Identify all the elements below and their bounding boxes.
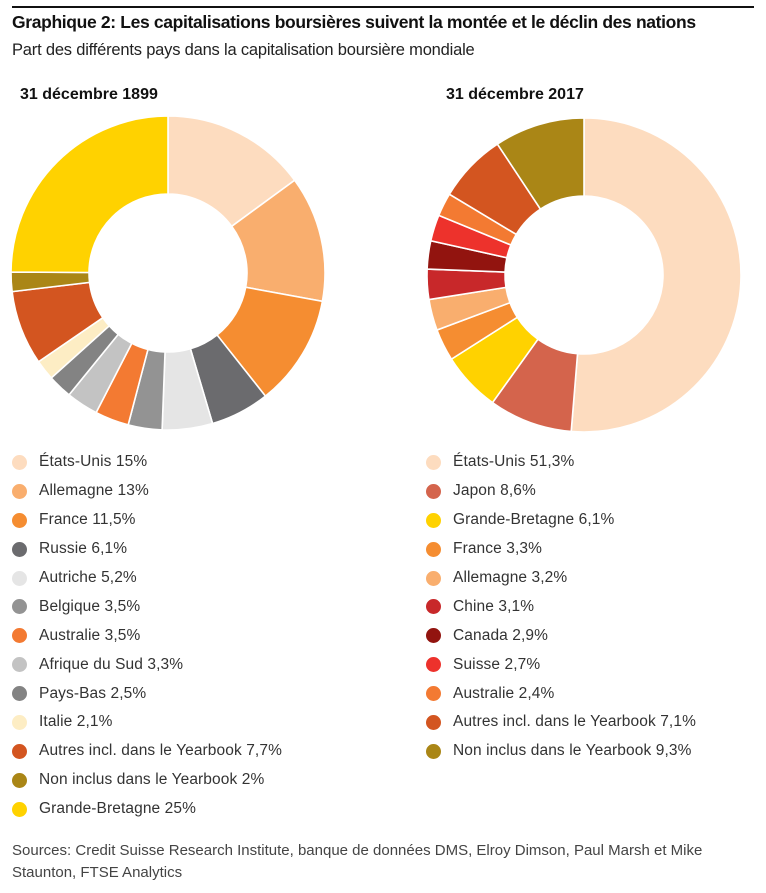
y1899-legend-item: Afrique du Sud 3,3% — [12, 650, 282, 679]
y1899-legend-label: Italie 2,1% — [39, 713, 113, 731]
panel-title-2017: 31 décembre 2017 — [446, 86, 584, 103]
y1899-legend-item: Russie 6,1% — [12, 535, 282, 564]
y2017-legend-label: Suisse 2,7% — [453, 655, 541, 673]
y2017-legend-swatch — [426, 686, 441, 702]
y1899-legend-item: France 11,5% — [12, 506, 282, 535]
y2017-legend-item: Allemagne 3,2% — [426, 564, 696, 593]
y2017-legend-label: Japon 8,6% — [453, 482, 536, 500]
y1899-legend-swatch — [12, 743, 27, 759]
y1899-slice-12 — [10, 115, 169, 274]
y2017-legend-label: États-Unis 51,3% — [453, 453, 575, 471]
y2017-legend-swatch — [426, 743, 441, 759]
y2017-legend-item: Australie 2,4% — [426, 679, 696, 708]
y2017-legend-item: Suisse 2,7% — [426, 650, 696, 679]
y1899-legend-item: Pays-Bas 2,5% — [12, 679, 282, 708]
chart-subtitle: Part des différents pays dans la capital… — [12, 41, 475, 59]
y2017-legend-item: Non inclus dans le Yearbook 9,3% — [426, 737, 696, 766]
chart-title: Graphique 2: Les capitalisations boursiè… — [12, 12, 696, 32]
y2017-legend-swatch — [426, 570, 441, 586]
y2017-legend-label: France 3,3% — [453, 540, 542, 558]
y2017-legend-item: Chine 3,1% — [426, 592, 696, 621]
y2017-slice-0 — [570, 117, 742, 433]
panel-title-1899: 31 décembre 1899 — [20, 86, 158, 103]
y1899-legend-swatch — [12, 686, 27, 702]
y1899-legend-item: Grande-Bretagne 25% — [12, 795, 282, 824]
legend-2017: États-Unis 51,3% Japon 8,6% Grande-Bretagn… — [426, 448, 696, 766]
y2017-legend-label: Non inclus dans le Yearbook 9,3% — [453, 742, 692, 760]
y2017-legend-item: France 3,3% — [426, 535, 696, 564]
y2017-legend-swatch — [426, 628, 441, 644]
legend-1899: États-Unis 15% Allemagne 13% France 11,5% R… — [12, 448, 282, 824]
y1899-legend-swatch — [12, 714, 27, 730]
y1899-legend-item: Autriche 5,2% — [12, 564, 282, 593]
y2017-slice-10 — [496, 117, 585, 211]
y1899-legend-label: Non inclus dans le Yearbook 2% — [39, 771, 265, 789]
y1899-legend-label: Autres incl. dans le Yearbook 7,7% — [39, 742, 282, 760]
y1899-legend-swatch — [12, 657, 27, 673]
y2017-legend-swatch — [426, 483, 441, 499]
y2017-legend-label: Allemagne 3,2% — [453, 569, 568, 586]
y1899-legend-item: Autres incl. dans le Yearbook 7,7% — [12, 737, 282, 766]
y2017-legend-swatch — [426, 714, 441, 730]
y1899-legend-label: Pays-Bas 2,5% — [39, 684, 147, 702]
y1899-legend-swatch — [12, 772, 27, 788]
y2017-legend-swatch — [426, 512, 441, 528]
y2017-legend-label: Canada 2,9% — [453, 626, 549, 644]
donut-chart-1899 — [10, 115, 326, 431]
y1899-legend-swatch — [12, 512, 27, 528]
y1899-legend-item: États-Unis 15% — [12, 448, 282, 477]
y2017-legend-swatch — [426, 541, 441, 557]
y1899-legend-item: Non inclus dans le Yearbook 2% — [12, 766, 282, 795]
y1899-legend-label: Russie 6,1% — [39, 540, 128, 558]
y2017-legend-item: Grande-Bretagne 6,1% — [426, 506, 696, 535]
y1899-legend-swatch — [12, 541, 27, 557]
y1899-legend-label: France 11,5% — [39, 511, 136, 529]
top-rule — [12, 6, 754, 8]
y1899-legend-swatch — [12, 801, 27, 817]
y1899-legend-label: Afrique du Sud 3,3% — [39, 655, 184, 673]
y2017-legend-label: Grande-Bretagne 6,1% — [453, 511, 615, 529]
y1899-legend-label: États-Unis 15% — [39, 453, 148, 471]
y1899-legend-item: Italie 2,1% — [12, 708, 282, 737]
y2017-legend-label: Australie 2,4% — [453, 684, 555, 702]
y2017-legend-swatch — [426, 657, 441, 673]
y1899-legend-swatch — [12, 454, 27, 470]
y2017-legend-item: États-Unis 51,3% — [426, 448, 696, 477]
y1899-legend-label: Australie 3,5% — [39, 626, 141, 644]
y1899-legend-swatch — [12, 570, 27, 586]
y2017-legend-label: Chine 3,1% — [453, 597, 535, 615]
y2017-legend-item: Canada 2,9% — [426, 621, 696, 650]
donut-chart-2017 — [426, 117, 742, 433]
y1899-legend-item: Belgique 3,5% — [12, 592, 282, 621]
y1899-legend-label: Allemagne 13% — [39, 482, 149, 500]
y1899-legend-label: Grande-Bretagne 25% — [39, 800, 196, 818]
y1899-legend-label: Belgique 3,5% — [39, 597, 141, 615]
y1899-legend-swatch — [12, 628, 27, 644]
y2017-legend-item: Autres incl. dans le Yearbook 7,1% — [426, 708, 696, 737]
y2017-legend-label: Autres incl. dans le Yearbook 7,1% — [453, 713, 696, 731]
y1899-legend-label: Autriche 5,2% — [39, 569, 137, 586]
y2017-legend-item: Japon 8,6% — [426, 477, 696, 506]
y1899-legend-swatch — [12, 483, 27, 499]
y1899-legend-item: Allemagne 13% — [12, 477, 282, 506]
source-note: Sources: Credit Suisse Research Institut… — [12, 842, 703, 881]
y2017-legend-swatch — [426, 454, 441, 470]
y2017-legend-swatch — [426, 599, 441, 615]
y1899-legend-item: Australie 3,5% — [12, 621, 282, 650]
y1899-legend-swatch — [12, 599, 27, 615]
